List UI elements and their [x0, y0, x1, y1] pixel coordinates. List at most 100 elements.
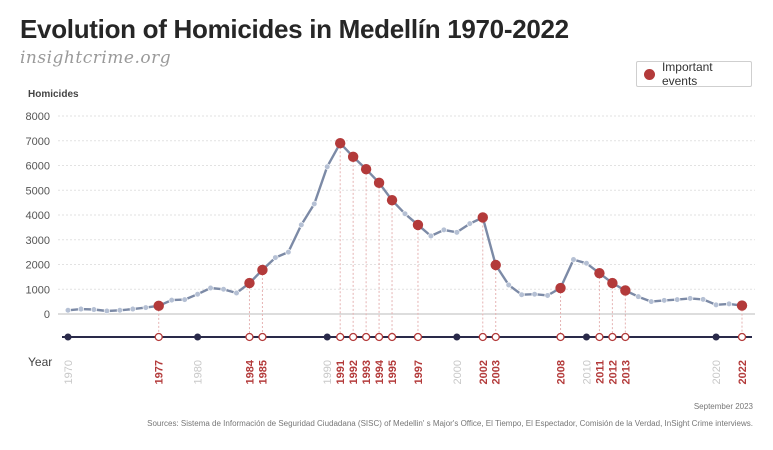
data-point: [77, 305, 85, 313]
data-point: [194, 291, 201, 298]
year-label: 1995: [387, 360, 399, 384]
event-point: [360, 164, 372, 175]
y-axis-title: Homicides: [28, 89, 79, 100]
timeline-event-dot: [413, 332, 423, 342]
data-point: [427, 232, 435, 240]
timeline-event-dot: [154, 332, 163, 342]
event-point: [347, 151, 359, 163]
data-point: [544, 292, 551, 299]
event-point: [490, 259, 501, 271]
y-tick-label: 7000: [26, 136, 50, 148]
data-point: [700, 296, 707, 303]
event-point: [386, 194, 398, 206]
y-tick-label: 1000: [26, 284, 50, 296]
event-point: [153, 300, 164, 312]
y-tick-label: 8000: [26, 111, 50, 123]
data-point: [531, 291, 538, 298]
data-point: [311, 200, 318, 207]
data-point: [168, 297, 175, 304]
year-label: 2002: [478, 360, 490, 384]
data-point: [505, 281, 512, 289]
y-tick-label: 5000: [26, 185, 50, 197]
data-point: [298, 221, 305, 228]
y-tick-label: 3000: [26, 235, 50, 247]
data-point: [64, 307, 72, 314]
year-label: 2008: [556, 360, 568, 384]
timeline-event-dot: [621, 332, 630, 342]
year-label: 2000: [452, 360, 464, 384]
chart-legend: Important events: [636, 60, 752, 88]
data-point: [453, 229, 460, 236]
data-point: [570, 256, 577, 263]
timeline-reference-dot: [453, 333, 461, 341]
homicides-line: [67, 141, 743, 313]
year-label: 2013: [620, 360, 632, 384]
data-point: [181, 296, 188, 303]
data-point: [142, 304, 149, 311]
timeline-event-dot: [387, 332, 397, 342]
timeline-event-dot: [349, 332, 358, 342]
event-point: [620, 285, 631, 296]
legend-label: Important events: [661, 60, 713, 88]
timeline-reference-dot: [712, 333, 720, 341]
timeline-event-dot: [374, 332, 384, 342]
data-point: [90, 306, 98, 313]
timeline-event-dot: [737, 332, 747, 342]
timeline-event-dot: [478, 332, 487, 342]
data-point: [233, 289, 240, 297]
y-tick-label: 6000: [26, 161, 50, 173]
event-point: [257, 264, 268, 276]
y-tick-label: 4000: [26, 210, 50, 222]
year-label: 1990: [322, 360, 334, 384]
x-axis-title: Year: [28, 355, 52, 369]
publication-date: September 2023: [693, 402, 753, 411]
year-label: 2010: [581, 360, 593, 384]
data-point: [712, 301, 720, 308]
data-point: [103, 307, 110, 315]
timeline-event-dot: [245, 332, 254, 342]
year-label: 1980: [193, 360, 205, 384]
timeline-event-dot: [556, 332, 565, 342]
year-label: 2020: [711, 360, 723, 384]
year-label: 1994: [374, 359, 386, 384]
source-site: insightcrime.org: [20, 48, 172, 68]
year-label: 1993: [361, 360, 373, 384]
data-point: [272, 254, 279, 261]
year-label: 1991: [335, 360, 347, 384]
sources-note: Sources: Sistema de Información de Segur…: [147, 419, 753, 428]
data-point: [220, 286, 227, 293]
year-label: 1997: [413, 360, 425, 384]
event-point: [412, 219, 424, 231]
timeline-reference-dot: [323, 333, 331, 341]
data-point: [440, 226, 447, 233]
year-label: 2003: [491, 360, 503, 384]
timeline-reference-dot: [64, 333, 72, 341]
chart-title: Evolution of Homicides in Medellín 1970-…: [20, 14, 569, 44]
year-label: 1985: [257, 360, 269, 384]
timeline-event-dot: [595, 332, 604, 342]
event-point: [594, 267, 605, 279]
event-point: [334, 138, 346, 149]
data-point: [401, 210, 409, 217]
event-point: [244, 277, 255, 289]
data-point: [518, 291, 525, 298]
year-label: 2022: [737, 360, 749, 384]
year-label: 2011: [594, 360, 606, 384]
timeline-event-dot: [258, 332, 267, 342]
y-tick-label: 2000: [26, 260, 50, 272]
data-point: [725, 300, 733, 307]
data-point: [324, 163, 331, 170]
data-point: [661, 297, 668, 304]
data-point: [466, 220, 473, 227]
y-tick-label: 0: [44, 309, 50, 321]
data-point: [674, 296, 681, 303]
data-point: [635, 293, 642, 300]
data-point: [207, 284, 214, 292]
data-point: [129, 305, 136, 313]
year-label: 1984: [244, 359, 256, 384]
year-label: 1970: [63, 360, 75, 384]
timeline-reference-dot: [194, 333, 202, 341]
year-label: 2012: [607, 360, 619, 384]
year-label: 1992: [348, 360, 360, 384]
